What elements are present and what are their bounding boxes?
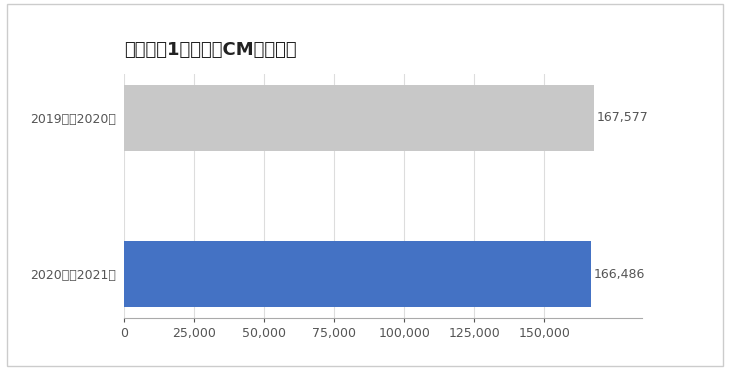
Text: 167,577: 167,577 [597, 111, 649, 124]
Bar [124, 242, 591, 307]
Text: 166,486: 166,486 [594, 268, 645, 281]
Text: 【グラフ1】テレビCM放送回数: 【グラフ1】テレビCM放送回数 [124, 41, 296, 58]
Bar [124, 85, 593, 151]
